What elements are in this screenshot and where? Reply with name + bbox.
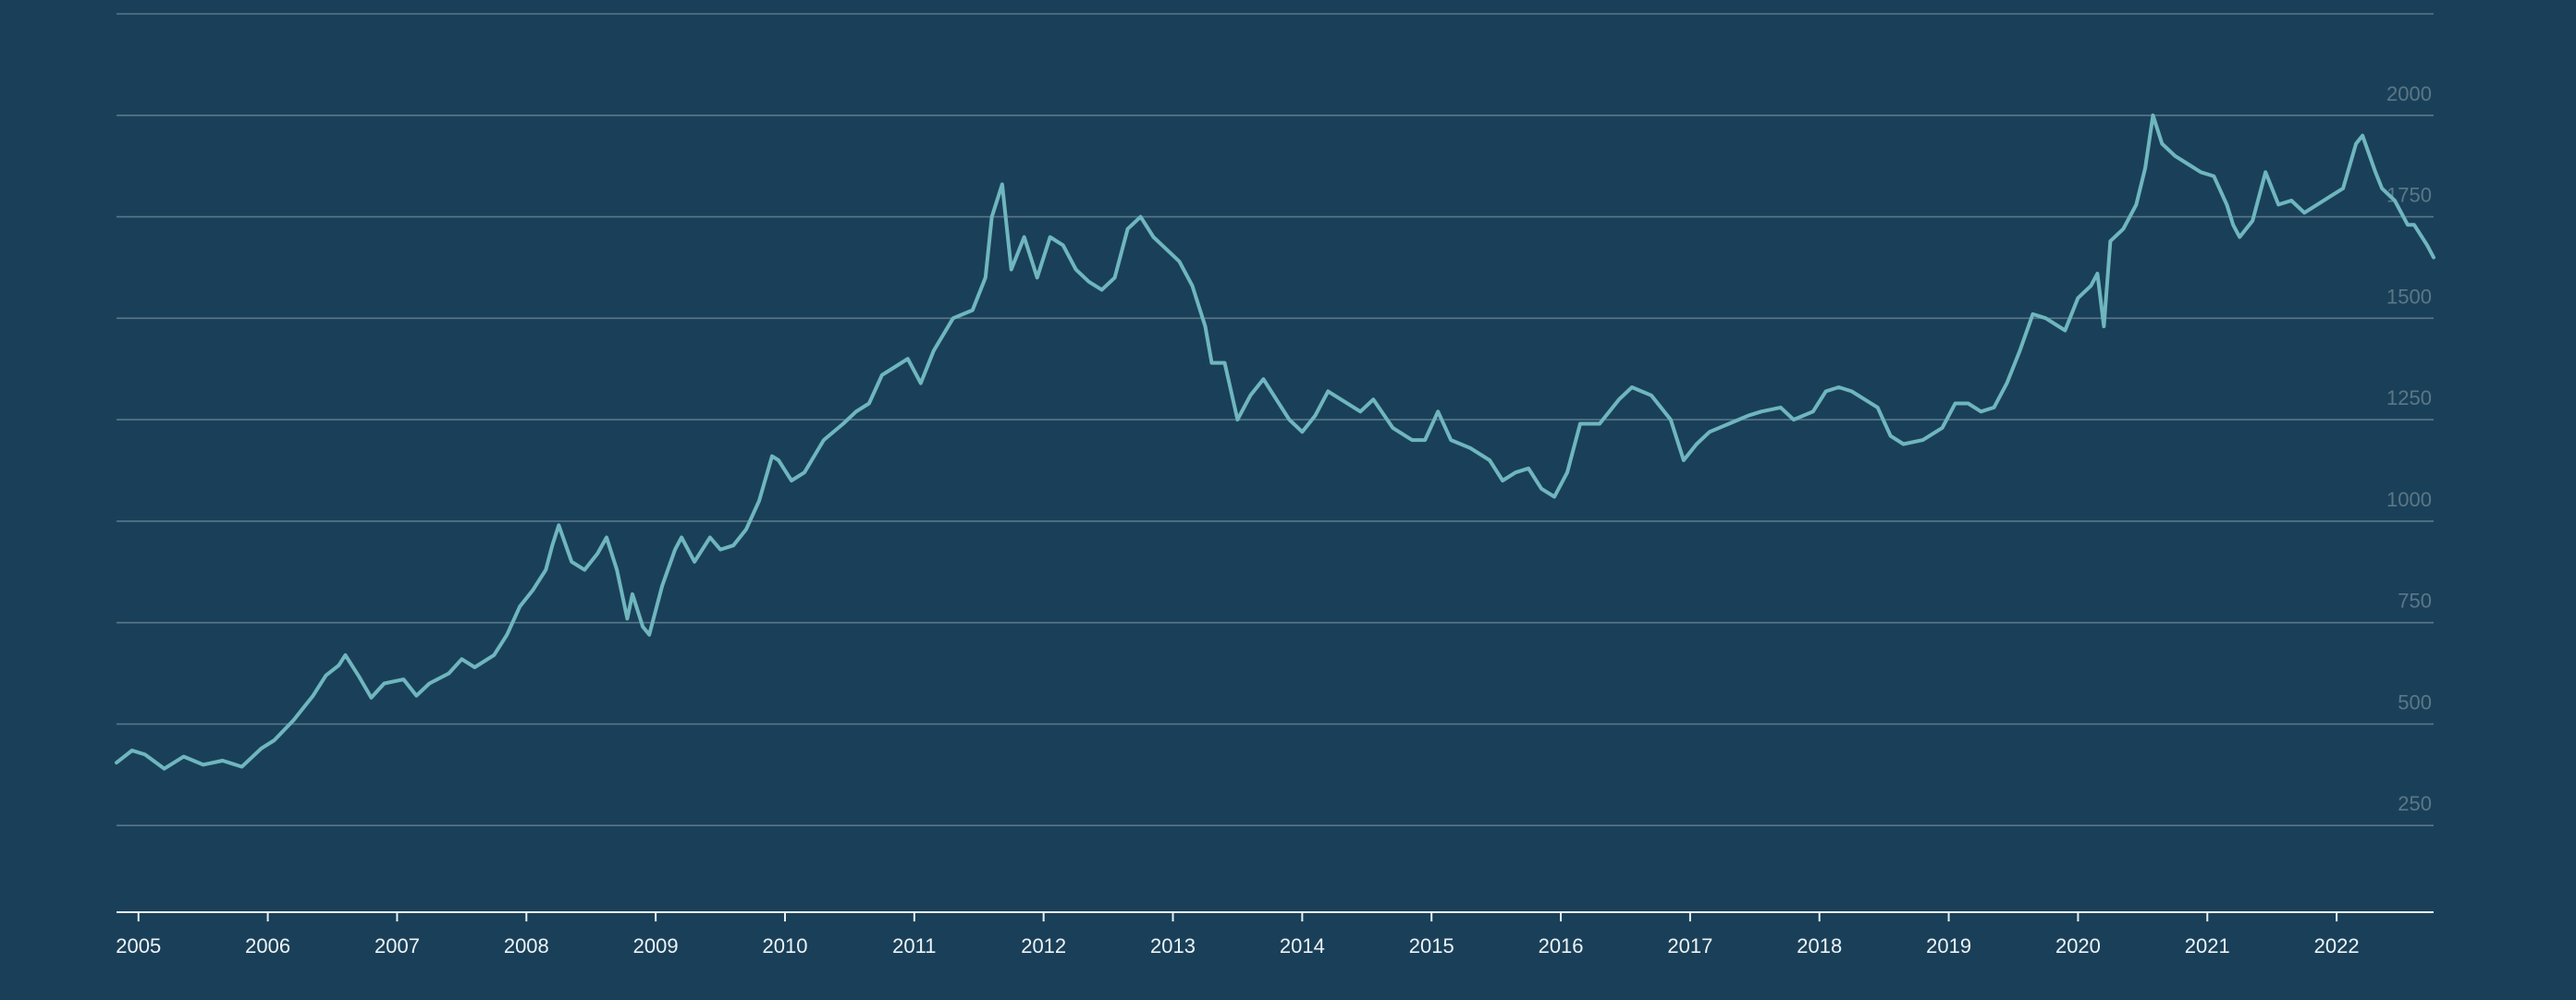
y-tick-label-2000: 2000 <box>2386 82 2432 105</box>
x-tick-label-2008: 2008 <box>504 934 549 957</box>
y-tick-label-1750: 1750 <box>2386 184 2432 207</box>
x-tick-label-2006: 2006 <box>245 934 290 957</box>
x-tick-label-2017: 2017 <box>1667 934 1712 957</box>
x-axis: 2005 2006 2007 2008 2009 2010 2011 2012 2013 2014… <box>116 911 2434 957</box>
x-tick-label-2014: 2014 <box>1280 934 1325 957</box>
x-tick-label-2009: 2009 <box>633 934 679 957</box>
series <box>115 113 2435 771</box>
y-tick-label-1500: 1500 <box>2386 285 2432 308</box>
x-tick-label-2016: 2016 <box>1539 934 1584 957</box>
x-tick-label-2010: 2010 <box>763 934 808 957</box>
x-tick-label-2011: 2011 <box>892 934 936 957</box>
x-tick-label-2015: 2015 <box>1409 934 1454 957</box>
y-tick-label-750: 750 <box>2398 590 2432 613</box>
x-tick-label-2005: 2005 <box>116 934 161 957</box>
x-tick-label-2022: 2022 <box>2314 934 2360 957</box>
gridlines <box>117 13 2434 827</box>
series-line-0 <box>115 113 2435 771</box>
x-tick-label-2019: 2019 <box>1926 934 1971 957</box>
x-tick-label-2020: 2020 <box>2055 934 2101 957</box>
x-tick-label-2007: 2007 <box>374 934 420 957</box>
y-tick-label-1000: 1000 <box>2386 488 2432 511</box>
y-tick-label-1250: 1250 <box>2386 386 2432 409</box>
x-tick-label-2012: 2012 <box>1021 934 1066 957</box>
x-tick-label-2013: 2013 <box>1150 934 1196 957</box>
y-tick-label-500: 500 <box>2398 690 2432 713</box>
x-tick-label-2018: 2018 <box>1797 934 1842 957</box>
y-axis-labels: 250 500 750 1000 1250 1500 1750 2000 <box>2386 82 2432 815</box>
y-tick-label-250: 250 <box>2398 792 2432 815</box>
x-tick-label-2021: 2021 <box>2185 934 2230 957</box>
